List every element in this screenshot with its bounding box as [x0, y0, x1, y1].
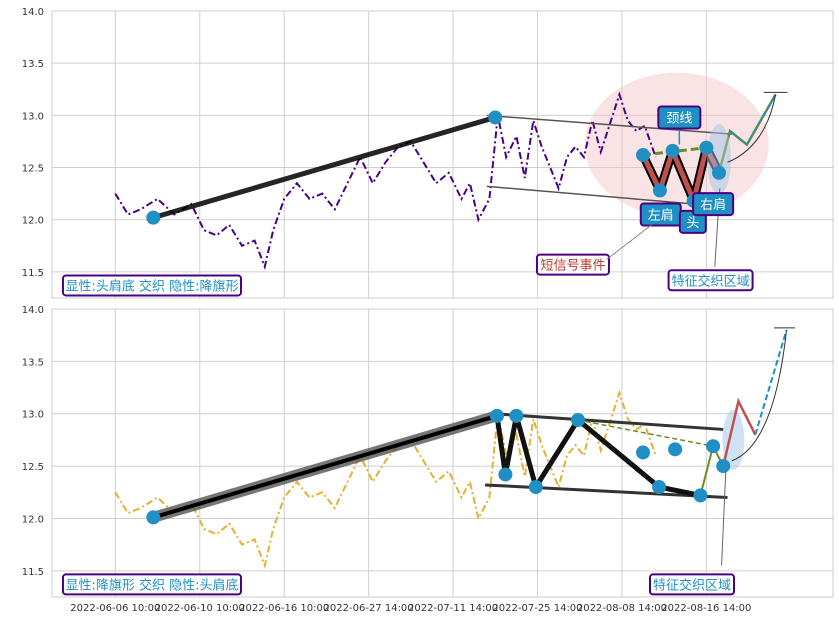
pattern-point	[489, 408, 504, 423]
pattern-point	[712, 165, 727, 180]
x-tick-label: 2022-06-10 10:00	[155, 603, 245, 614]
y-tick-label: 12.5	[22, 164, 44, 175]
flagpole-line	[152, 115, 496, 221]
pattern-point	[652, 183, 667, 198]
flag-boundary-line	[486, 114, 732, 135]
y-tick-label: 13.0	[22, 111, 44, 122]
target-arc	[727, 94, 777, 163]
pattern-point	[636, 445, 651, 460]
x-tick-label: 2022-06-16 10:00	[239, 603, 329, 614]
projection-path	[754, 329, 788, 435]
neckline-label: 颈线	[666, 111, 692, 126]
summary-label: 显性:降旗形 交织 隐性:头肩底	[65, 577, 238, 593]
y-tick-label: 13.0	[22, 410, 44, 421]
signal-highlight	[722, 409, 745, 470]
price-series	[114, 389, 657, 569]
summary-label-box	[61, 274, 242, 297]
y-tick-label: 12.5	[22, 462, 44, 473]
zone-label-box	[667, 269, 754, 292]
x-tick-label: 2022-07-25 14:00	[492, 603, 582, 614]
right-shoulder-label: 右肩	[700, 197, 726, 213]
flagpole-line	[152, 413, 498, 520]
zone-label-box	[648, 573, 735, 596]
x-tick-label: 2022-06-27 14:00	[324, 603, 414, 614]
flag-boundary-line	[493, 412, 724, 431]
short-signal-label-box	[535, 253, 610, 276]
pattern-point	[146, 210, 161, 225]
right-shoulder-label-box	[692, 192, 735, 217]
pattern-point	[636, 148, 651, 163]
y-tick-label: 12.0	[22, 514, 44, 525]
hidden-neckline	[577, 419, 714, 447]
pattern-point	[665, 143, 680, 158]
summary-label-box	[61, 573, 242, 596]
x-tick-label: 2022-07-11 14:00	[408, 603, 498, 614]
short-signal-leader	[606, 224, 652, 260]
x-tick-label: 2022-08-08 14:00	[577, 603, 667, 614]
short-signal-label: 短信号事件	[540, 259, 605, 274]
x-tick-label: 2022-08-16 14:00	[661, 603, 751, 614]
y-tick-label: 11.5	[22, 567, 44, 578]
plot-area-bottom	[51, 308, 834, 598]
pattern-point	[146, 510, 161, 525]
breakout-path	[721, 397, 757, 467]
projection-path	[729, 94, 777, 147]
flag-boundary-line	[485, 483, 728, 500]
pattern-point	[509, 408, 524, 423]
zone-leader	[721, 471, 727, 566]
y-tick-label: 13.5	[22, 357, 44, 368]
zone-label: 特征交织区域	[672, 273, 750, 289]
pattern-point	[571, 413, 586, 428]
left-shoulder-label: 左肩	[648, 208, 674, 224]
pattern-point	[488, 110, 503, 125]
summary-label: 显性:头肩底 交织 隐性:降旗形	[65, 278, 238, 294]
zone-label: 特征交织区域	[653, 577, 731, 593]
pattern-point	[652, 480, 667, 495]
y-tick-label: 14.0	[22, 7, 44, 18]
pattern-point	[706, 439, 721, 454]
pattern-point	[528, 480, 543, 495]
signal-highlight	[707, 124, 732, 195]
pattern-point	[716, 459, 731, 474]
price-series	[114, 91, 657, 271]
y-tick-label: 12.0	[22, 216, 44, 227]
neckline-label-box	[657, 105, 702, 130]
pattern-point	[668, 442, 683, 457]
y-tick-label: 14.0	[22, 305, 44, 316]
pattern-point	[693, 488, 708, 503]
x-tick-label: 2022-06-06 10:00	[70, 603, 160, 614]
head-label: 头	[686, 216, 699, 231]
feature-zone-ellipse	[584, 72, 769, 217]
y-tick-label: 11.5	[22, 268, 44, 279]
target-arc	[731, 329, 788, 462]
y-tick-label: 13.5	[22, 59, 44, 70]
pattern-point	[699, 140, 714, 155]
pattern-point	[498, 467, 513, 482]
